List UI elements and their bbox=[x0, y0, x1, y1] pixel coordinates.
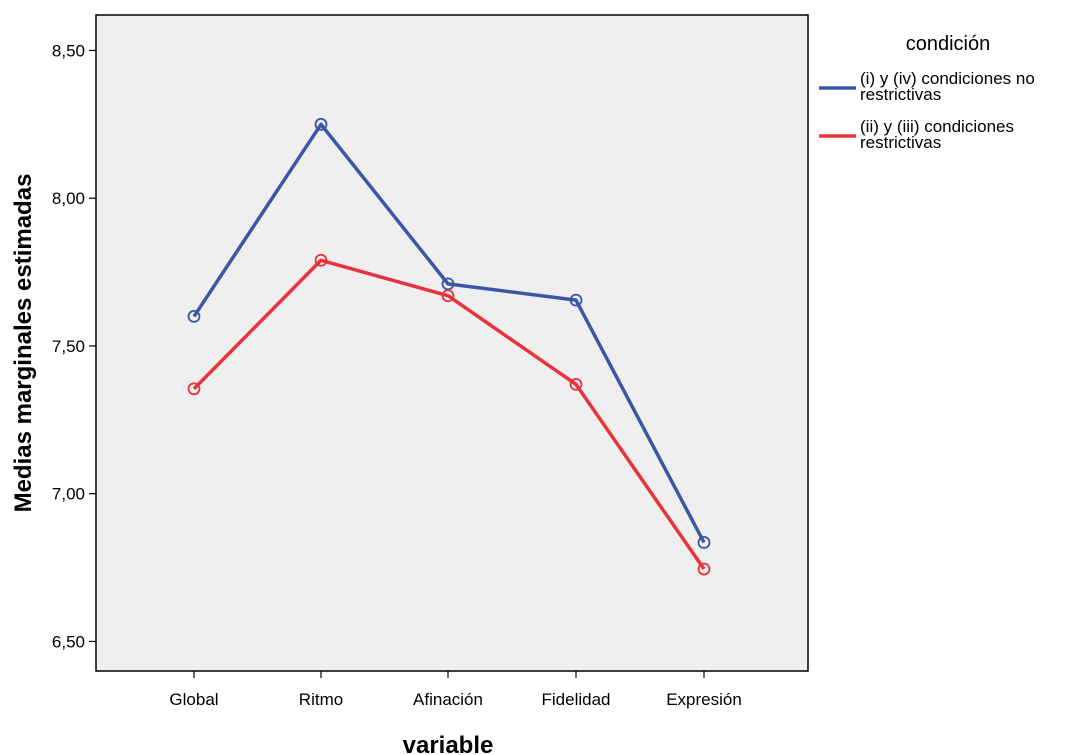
series-layer bbox=[187, 117, 711, 576]
series-2 bbox=[187, 253, 711, 576]
data-point bbox=[441, 289, 455, 303]
data-point bbox=[314, 117, 328, 131]
x-axis: Global Ritmo Afinación Fidelidad Expresión bbox=[169, 671, 742, 709]
x-tick-label: Ritmo bbox=[299, 690, 343, 709]
y-axis: 6,50 7,00 7,50 8,00 8,50 bbox=[52, 41, 96, 651]
data-point bbox=[569, 293, 583, 307]
data-point bbox=[187, 310, 201, 323]
plot-area bbox=[95, 14, 809, 672]
data-point bbox=[187, 382, 201, 396]
y-tick-label: 8,50 bbox=[52, 41, 85, 60]
y-tick-label: 7,50 bbox=[52, 337, 85, 356]
data-point bbox=[697, 536, 711, 549]
y-tick-label: 6,50 bbox=[52, 632, 85, 651]
legend-label: (i) y (iv) condiciones no bbox=[860, 69, 1035, 88]
x-axis-title: variable bbox=[403, 732, 494, 755]
y-tick-label: 7,00 bbox=[52, 485, 85, 504]
series-1 bbox=[187, 117, 711, 549]
legend-label: restrictivas bbox=[860, 85, 941, 104]
series-line bbox=[192, 258, 706, 571]
legend: condición (i) y (iv) condiciones norestr… bbox=[819, 33, 1035, 152]
data-point bbox=[569, 377, 583, 391]
data-point bbox=[697, 562, 711, 576]
x-tick-label: Global bbox=[169, 690, 218, 709]
series-line bbox=[192, 122, 706, 544]
x-tick-label: Afinación bbox=[413, 690, 483, 709]
data-point bbox=[314, 253, 328, 267]
x-tick-label: Expresión bbox=[666, 690, 742, 709]
x-tick-label: Fidelidad bbox=[542, 690, 611, 709]
legend-title: condición bbox=[906, 33, 991, 55]
y-tick-label: 8,00 bbox=[52, 189, 85, 208]
legend-label: restrictivas bbox=[860, 133, 941, 152]
y-axis-title: Medias marginales estimadas bbox=[10, 174, 37, 513]
legend-label: (ii) y (iii) condiciones bbox=[860, 117, 1014, 136]
